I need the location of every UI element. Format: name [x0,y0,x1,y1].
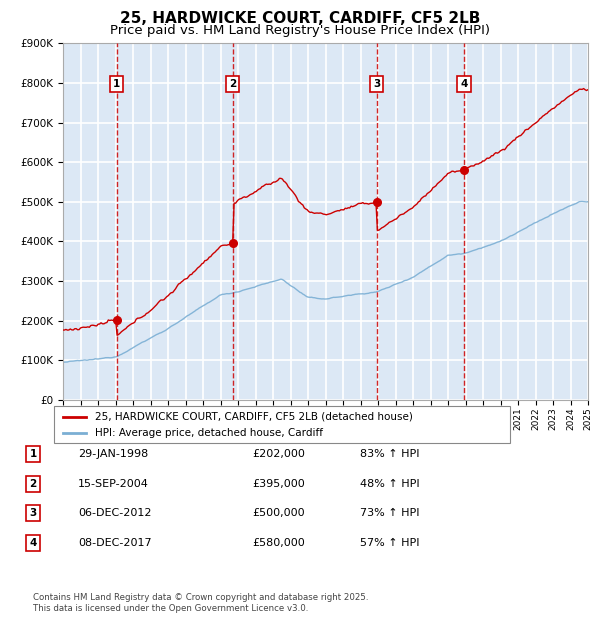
Text: Price paid vs. HM Land Registry's House Price Index (HPI): Price paid vs. HM Land Registry's House … [110,24,490,37]
Text: HPI: Average price, detached house, Cardiff: HPI: Average price, detached house, Card… [95,428,323,438]
Text: 15-SEP-2004: 15-SEP-2004 [78,479,149,489]
Text: 3: 3 [373,79,380,89]
Text: £202,000: £202,000 [252,449,305,459]
Text: 2: 2 [229,79,236,89]
Text: 25, HARDWICKE COURT, CARDIFF, CF5 2LB (detached house): 25, HARDWICKE COURT, CARDIFF, CF5 2LB (d… [95,412,413,422]
Text: 06-DEC-2012: 06-DEC-2012 [78,508,151,518]
Text: 4: 4 [460,79,468,89]
Text: £395,000: £395,000 [252,479,305,489]
Text: Contains HM Land Registry data © Crown copyright and database right 2025.
This d: Contains HM Land Registry data © Crown c… [33,593,368,613]
Text: 29-JAN-1998: 29-JAN-1998 [78,449,148,459]
Text: 4: 4 [29,538,37,548]
Text: 83% ↑ HPI: 83% ↑ HPI [360,449,419,459]
Text: 2: 2 [29,479,37,489]
Text: £500,000: £500,000 [252,508,305,518]
Text: 57% ↑ HPI: 57% ↑ HPI [360,538,419,548]
Text: 1: 1 [113,79,121,89]
Text: 08-DEC-2017: 08-DEC-2017 [78,538,152,548]
Text: 48% ↑ HPI: 48% ↑ HPI [360,479,419,489]
Text: 25, HARDWICKE COURT, CARDIFF, CF5 2LB: 25, HARDWICKE COURT, CARDIFF, CF5 2LB [120,11,480,26]
Text: 3: 3 [29,508,37,518]
FancyBboxPatch shape [54,406,510,443]
Text: 73% ↑ HPI: 73% ↑ HPI [360,508,419,518]
Text: 1: 1 [29,449,37,459]
Text: £580,000: £580,000 [252,538,305,548]
